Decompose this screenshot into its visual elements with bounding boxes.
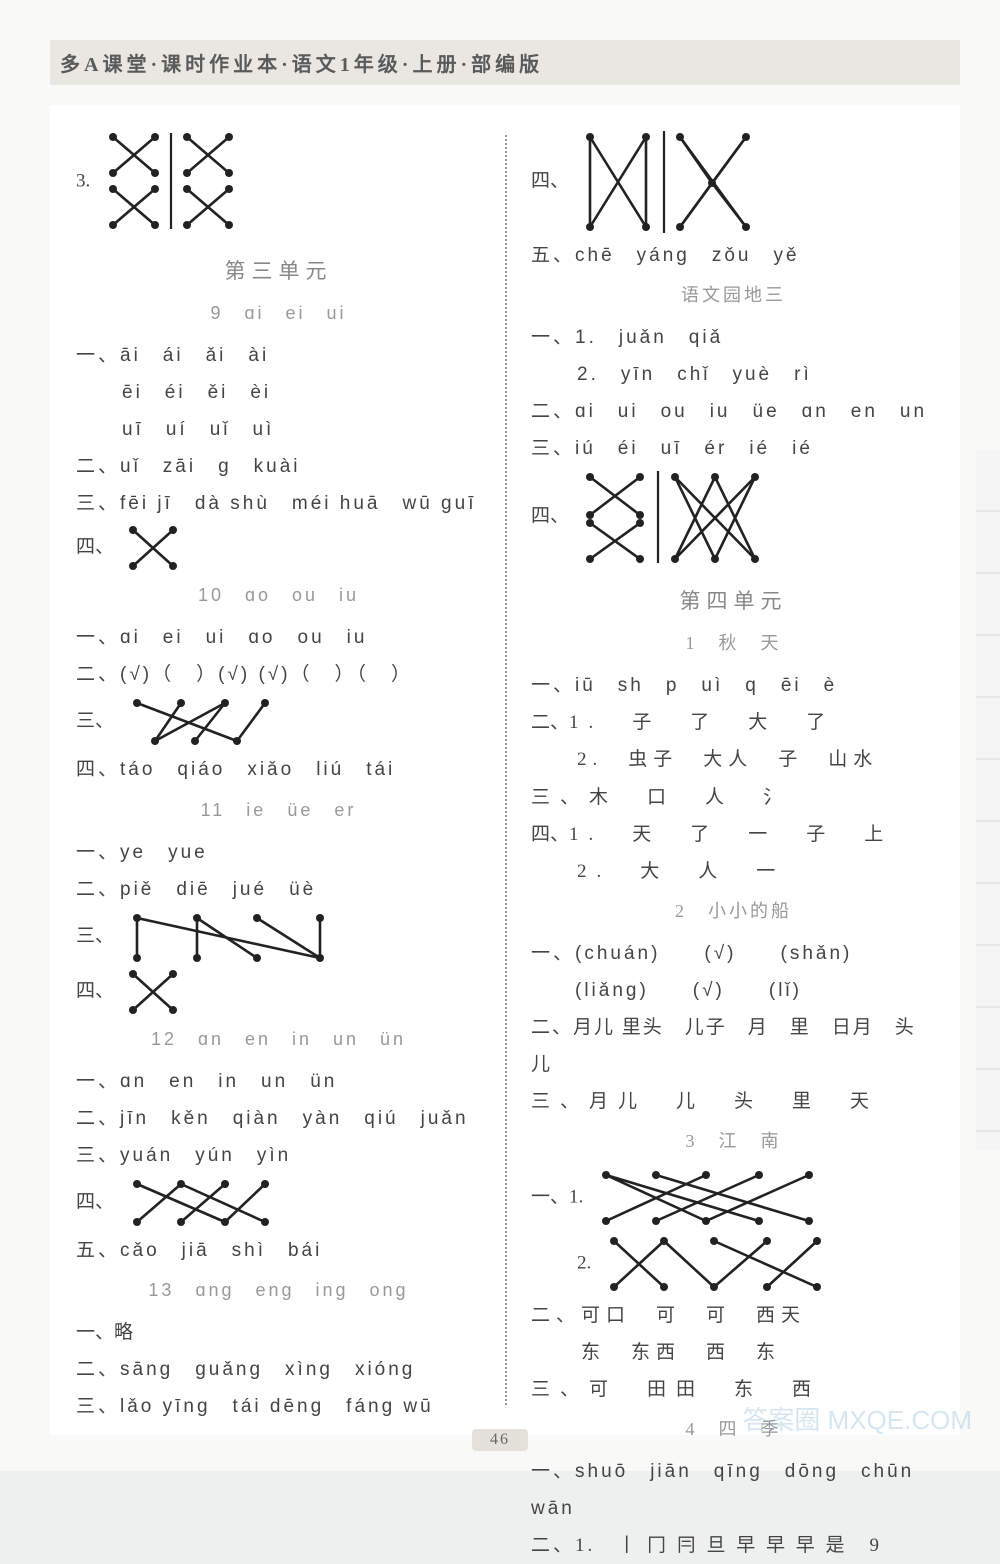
l3-1-1: 一、1. xyxy=(531,1165,936,1231)
l3-3: 三、可 田田 东 西 xyxy=(531,1371,936,1408)
s11-2: 二、piě diē jué üè xyxy=(76,871,481,908)
l4-1: 一、shuō jiān qīnɡ dōnɡ chūn wān xyxy=(531,1453,936,1527)
section-12-title: 12 ɑn en in un ün xyxy=(76,1022,481,1057)
section-13-title: 13 ɑnɡ enɡ inɡ onɡ xyxy=(76,1273,481,1308)
s12-4: 四、 xyxy=(76,1174,481,1232)
s9-1-row0: 一、āi ái ǎi ài xyxy=(76,337,481,374)
section-11-title: 11 ie üe er xyxy=(76,793,481,828)
s11-4-label: 四、 xyxy=(76,980,114,1001)
l2-1b: (liǎnɡ) (√) (lǐ) xyxy=(531,972,936,1009)
l3-1-1-label: 1. xyxy=(569,1186,583,1207)
l1-2-2: 2. 虫子 大人 子 山水 xyxy=(531,741,936,778)
left-column: 3. xyxy=(50,105,505,1435)
l1-4: 四、1. 天 了 一 子 上 xyxy=(531,816,936,853)
page: 多A课堂·课时作业本·语文1年级·上册·部编版 3. xyxy=(0,0,1000,1471)
ywyd3-4: 四、 xyxy=(531,467,936,567)
s10-1: 一、ɑi ei ui ɑo ou iu xyxy=(76,619,481,656)
l1-4-1: 1. 天 了 一 子 上 xyxy=(569,824,893,845)
s11-1: 一、ye yue xyxy=(76,834,481,871)
page-header: 多A课堂·课时作业本·语文1年级·上册·部编版 xyxy=(50,40,960,85)
s10-3: 三、 xyxy=(76,693,481,751)
l1-2-label: 二、 xyxy=(531,712,569,733)
criss-pair-icon xyxy=(580,127,760,237)
s9-4: 四、 xyxy=(76,522,481,574)
s13-4: 四、 xyxy=(531,127,936,237)
lesson4-title: 4 四 季 xyxy=(531,1412,936,1447)
ywyd3-title: 语文园地三 xyxy=(531,278,936,313)
s13-2: 二、sānɡ ɡuǎnɡ xìnɡ xiónɡ xyxy=(76,1351,481,1388)
l1-2-1: 1. 子 了 大 了 xyxy=(569,712,835,733)
row5-cross-a-icon xyxy=(594,1165,824,1231)
cross4-3-icon xyxy=(125,693,275,751)
s9-1-line2: uī uí uǐ uì xyxy=(76,411,481,448)
l1-4-label: 四、 xyxy=(531,824,569,845)
l1-4-2: 2. 大 人 一 xyxy=(531,853,936,890)
l2-2: 二、月儿 里头 儿子 月 里 日月 头 儿 xyxy=(531,1009,936,1083)
l3-2a: 二、可口 可 可 西天 xyxy=(531,1297,936,1334)
unit3-title: 第三单元 xyxy=(76,251,481,292)
diagram-two-x-pair-icon xyxy=(101,127,251,237)
ywyd3-3: 三、iú éi uī ér ié ié xyxy=(531,430,936,467)
s10-2: 二、(√)（ ）(√) (√)（ ）（ ） xyxy=(76,656,481,693)
l4-2: 二、1. 丨 冂 冃 旦 早 早 早 是 9 xyxy=(531,1527,936,1564)
ywyd3-1-1: 1. juǎn qiǎ xyxy=(575,327,723,348)
right-column: 四、 xyxy=(505,105,960,1435)
lesson3-title: 3 江 南 xyxy=(531,1124,936,1159)
s9-1-line0: āi ái ǎi ài xyxy=(120,345,269,366)
l2-3: 三、月儿 儿 头 里 天 xyxy=(531,1083,936,1120)
lesson1-title: 1 秋 天 xyxy=(531,626,936,661)
ywyd3-1-label: 一、 xyxy=(531,327,575,348)
row5-cross-b-icon xyxy=(602,1231,832,1297)
column-divider xyxy=(505,135,507,1405)
s9-4-label: 四、 xyxy=(76,537,114,558)
l1-2: 二、1. 子 了 大 了 xyxy=(531,704,936,741)
content-sheet: 3. xyxy=(50,105,960,1435)
ywyd3-1: 一、1. juǎn qiǎ xyxy=(531,319,936,356)
s13-3: 三、lǎo yīnɡ tái dēnɡ fánɡ wū xyxy=(76,1388,481,1425)
cross4-icon xyxy=(125,1174,275,1232)
s12-5: 五、cǎo jiā shì bái xyxy=(76,1232,481,1269)
l3-1-2: 2. xyxy=(531,1231,936,1297)
l3-2b: 东 东西 西 东 xyxy=(531,1334,936,1371)
criss-pair2-icon xyxy=(580,467,770,567)
section-10-title: 10 ɑo ou iu xyxy=(76,578,481,613)
s10-3-label: 三、 xyxy=(76,711,114,732)
s13-4-label: 四、 xyxy=(531,170,569,191)
l1-1: 一、iū sh p uì q ēi è xyxy=(531,667,936,704)
row4-fan-icon xyxy=(125,908,335,966)
ywyd3-1-2: 2. yīn chǐ yuè rì xyxy=(531,356,936,393)
notebook-margin xyxy=(976,450,1000,1150)
s11-4: 四、 xyxy=(76,966,481,1018)
l1-3: 三、木 口 人 氵 xyxy=(531,779,936,816)
s12-4-label: 四、 xyxy=(76,1191,114,1212)
s9-2: 二、uǐ zāi ɡ kuài xyxy=(76,448,481,485)
s11-3: 三、 xyxy=(76,908,481,966)
s10-4: 四、táo qiáo xiǎo liú tái xyxy=(76,751,481,788)
s9-3: 三、fēi jī dà shù méi huā wū ɡuī xyxy=(76,485,481,522)
s12-3: 三、yuán yún yìn xyxy=(76,1137,481,1174)
s9-1-label: 一、 xyxy=(76,345,120,366)
s12-2: 二、jīn kěn qiàn yàn qiú juǎn xyxy=(76,1100,481,1137)
l3-1-2-label: 2. xyxy=(577,1252,591,1273)
s13-1: 一、略 xyxy=(76,1314,481,1351)
page-number: 46 xyxy=(472,1429,528,1451)
s13-5: 五、chē yánɡ zǒu yě xyxy=(531,237,936,274)
s11-3-label: 三、 xyxy=(76,925,114,946)
unit4-title: 第四单元 xyxy=(531,581,936,622)
prev-q3: 3. xyxy=(76,127,481,237)
section-9-title: 9 ɑi ei ui xyxy=(76,296,481,331)
q3-label: 3. xyxy=(76,170,90,191)
simple-x-icon xyxy=(125,522,185,574)
l3-1-label: 一、 xyxy=(531,1186,569,1207)
l2-1a: 一、(chuán) (√) (shǎn) xyxy=(531,935,936,972)
ywyd3-2: 二、ɑi ui ou iu üe ɑn en un xyxy=(531,393,936,430)
s12-1: 一、ɑn en in un ün xyxy=(76,1063,481,1100)
s9-1-line1: ēi éi ěi èi xyxy=(76,374,481,411)
lesson2-title: 2 小小的船 xyxy=(531,894,936,929)
ywyd3-4-label: 四、 xyxy=(531,506,569,527)
simple-x-icon xyxy=(125,966,185,1018)
